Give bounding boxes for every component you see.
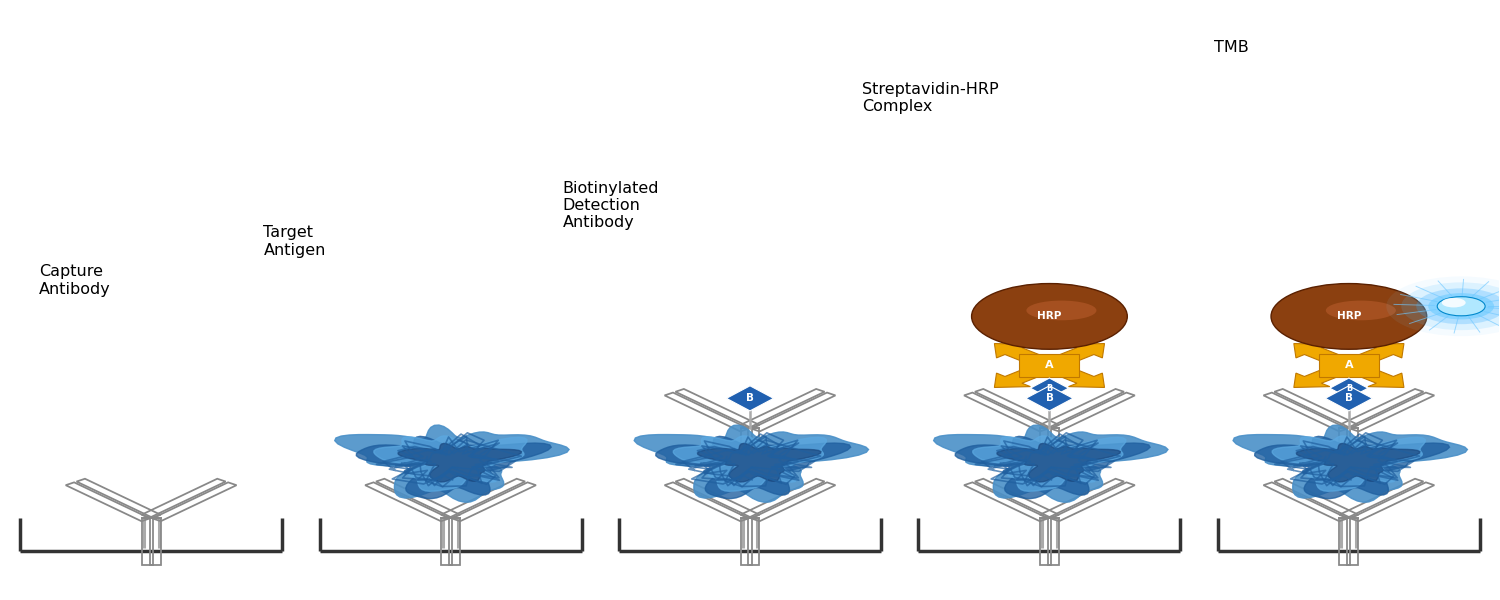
Text: B: B — [1046, 394, 1053, 403]
Polygon shape — [1330, 378, 1368, 398]
Polygon shape — [1326, 386, 1372, 411]
Bar — [1340, 428, 1350, 475]
Polygon shape — [1233, 425, 1467, 502]
Circle shape — [1416, 289, 1500, 324]
Ellipse shape — [1026, 301, 1096, 320]
Polygon shape — [1041, 344, 1104, 369]
Polygon shape — [994, 362, 1058, 388]
Text: B: B — [746, 394, 754, 403]
Bar — [748, 518, 759, 565]
Polygon shape — [334, 425, 568, 502]
Text: Streptavidin-HRP
Complex: Streptavidin-HRP Complex — [862, 82, 999, 115]
Circle shape — [1437, 296, 1485, 316]
Text: A: A — [1046, 361, 1054, 370]
Bar — [441, 518, 452, 565]
Ellipse shape — [972, 284, 1128, 349]
Text: Biotinylated
Detection
Antibody: Biotinylated Detection Antibody — [562, 181, 660, 230]
Bar — [1020, 353, 1080, 377]
Polygon shape — [357, 436, 550, 499]
Polygon shape — [1030, 378, 1068, 398]
Bar — [1048, 428, 1059, 475]
Polygon shape — [634, 425, 868, 502]
Bar — [748, 428, 759, 475]
Polygon shape — [933, 425, 1168, 502]
Polygon shape — [994, 344, 1058, 369]
Polygon shape — [674, 436, 826, 491]
Bar — [1318, 353, 1378, 377]
Bar — [1347, 518, 1359, 565]
Polygon shape — [1294, 362, 1358, 388]
Polygon shape — [1026, 386, 1072, 411]
Polygon shape — [398, 443, 522, 482]
Text: B: B — [1346, 383, 1352, 392]
Text: B: B — [1047, 383, 1053, 392]
Bar — [741, 518, 752, 565]
Polygon shape — [1294, 344, 1358, 369]
Polygon shape — [974, 436, 1126, 491]
Polygon shape — [1296, 443, 1420, 482]
Polygon shape — [1041, 362, 1104, 388]
Polygon shape — [698, 443, 820, 482]
Text: Target
Antigen: Target Antigen — [264, 226, 326, 258]
Text: A: A — [1344, 361, 1353, 370]
Polygon shape — [374, 436, 526, 491]
Text: TMB: TMB — [1214, 40, 1249, 55]
Bar — [741, 428, 752, 475]
Polygon shape — [1341, 344, 1404, 369]
Bar — [141, 518, 153, 565]
Polygon shape — [1272, 436, 1425, 491]
Polygon shape — [1254, 436, 1449, 499]
Polygon shape — [656, 436, 850, 499]
Text: HRP: HRP — [1336, 311, 1360, 322]
Bar — [448, 518, 460, 565]
Circle shape — [1401, 283, 1500, 330]
Circle shape — [1386, 277, 1500, 336]
Bar — [1040, 428, 1052, 475]
Polygon shape — [726, 386, 774, 411]
Bar — [1048, 518, 1059, 565]
Bar — [150, 518, 160, 565]
Text: Capture
Antibody: Capture Antibody — [39, 264, 111, 296]
Text: HRP: HRP — [1038, 311, 1062, 322]
Circle shape — [1442, 298, 1466, 307]
Bar — [1340, 518, 1350, 565]
Bar — [1347, 428, 1359, 475]
Ellipse shape — [1326, 301, 1396, 320]
Polygon shape — [1341, 362, 1404, 388]
Text: B: B — [1346, 394, 1353, 403]
Polygon shape — [956, 436, 1150, 499]
Circle shape — [1428, 293, 1494, 319]
Polygon shape — [998, 443, 1120, 482]
Bar — [1040, 518, 1052, 565]
Ellipse shape — [1270, 284, 1426, 349]
Circle shape — [1438, 297, 1484, 315]
